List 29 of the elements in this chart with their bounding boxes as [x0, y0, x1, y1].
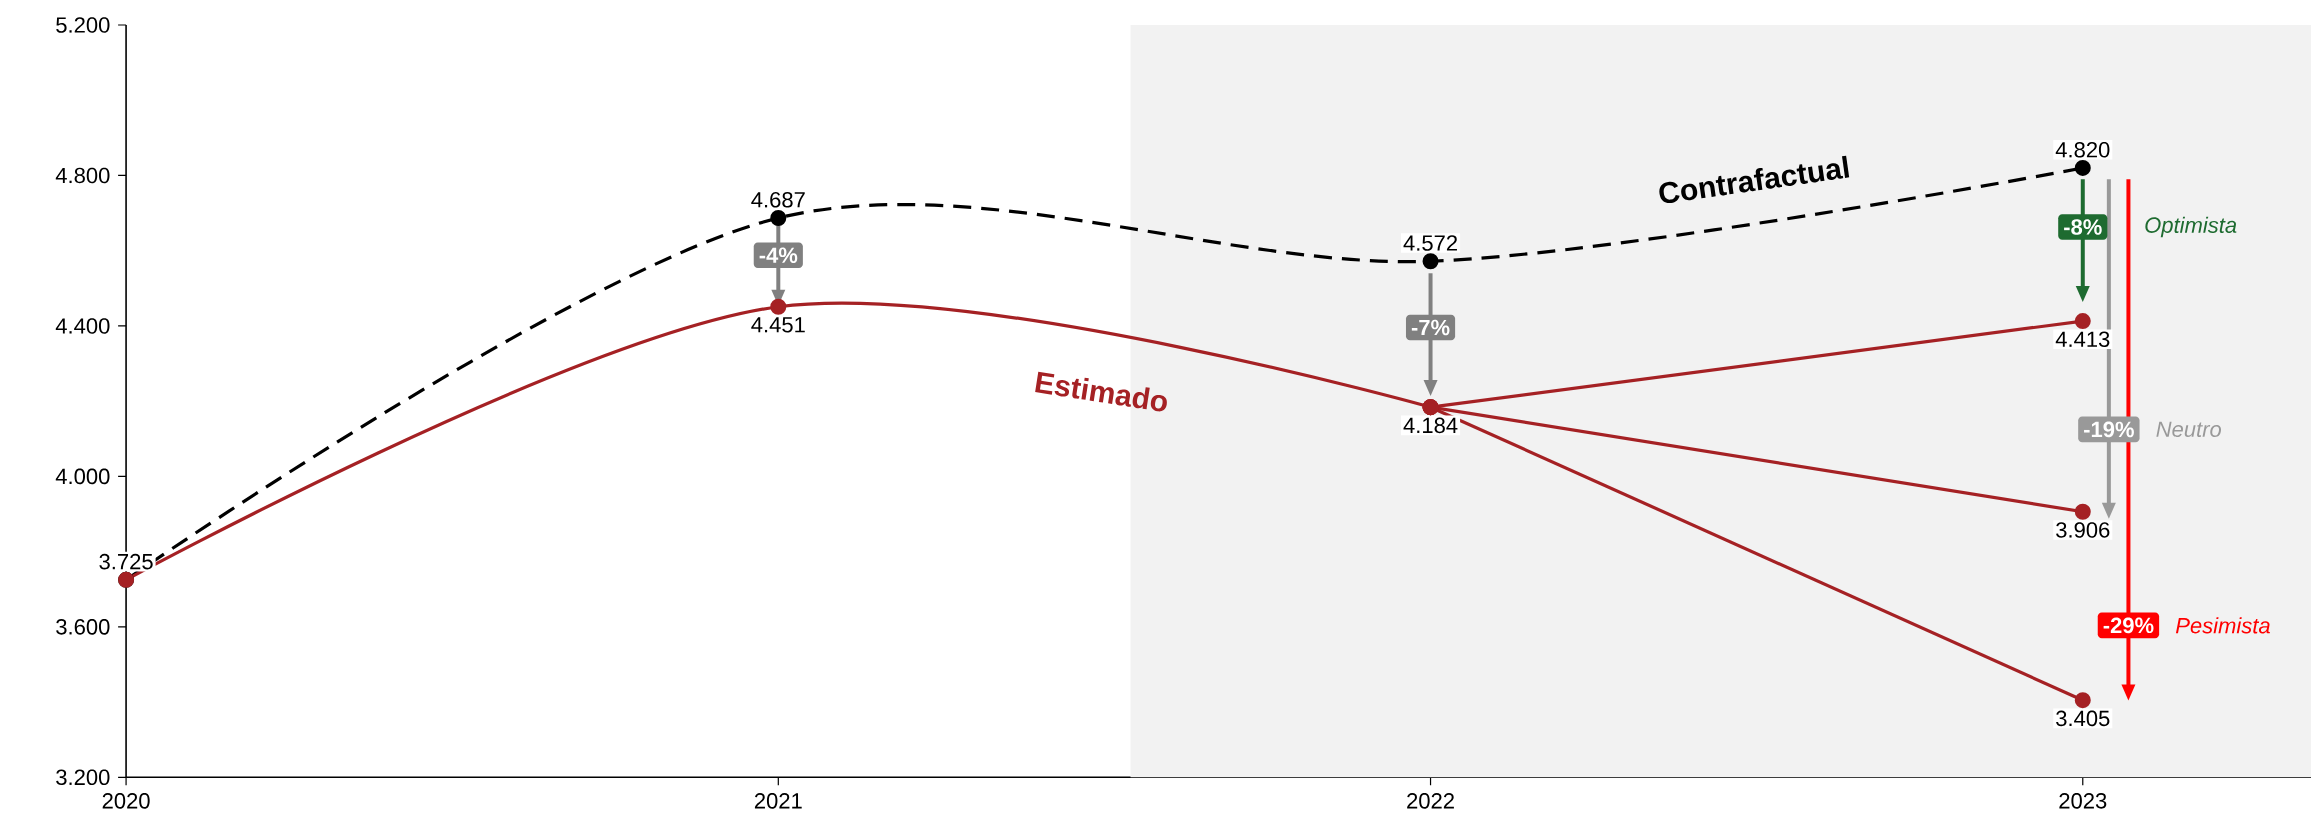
x-tick-label: 2022	[1407, 792, 1454, 809]
y-tick-label: 5.200	[56, 17, 110, 33]
data-label: 4.820	[2055, 141, 2110, 158]
legend-label: Optimista	[2145, 216, 2237, 238]
y-tick-label: 3.200	[56, 769, 110, 785]
x-tick-label: 2021	[754, 792, 802, 809]
data-label: 4.687	[751, 191, 805, 208]
annotation: -7%	[1411, 319, 1450, 336]
data-label: 4.451	[751, 316, 805, 333]
data-label: 3.906	[2056, 521, 2110, 538]
y-tick-label: 4.400	[55, 317, 110, 334]
annotation: -19%	[2084, 421, 2134, 437]
annotation: -4%	[759, 247, 798, 263]
data-label: 4.413	[2055, 331, 2110, 347]
text: Contrafactual	[1659, 155, 1850, 203]
y-tick-label: 4.000	[55, 468, 110, 485]
text: Estimado	[1035, 371, 1167, 412]
y-tick-label: 4.800	[55, 167, 110, 184]
annotation: -29%	[2103, 617, 2154, 633]
data-label: 3.725	[99, 553, 153, 570]
y-tick-label: 3.600	[56, 618, 110, 635]
legend-label: Pesimista	[2175, 617, 2270, 634]
data-label: 4.184	[1403, 417, 1458, 433]
data-label: 3.405	[2056, 710, 2110, 727]
annotation: -8%	[2064, 219, 2102, 235]
legend-label: Neutro	[2156, 421, 2222, 437]
x-tick-label: 2023	[2059, 792, 2107, 809]
x-tick-label: 2020	[102, 792, 150, 809]
data-label: 4.572	[1403, 235, 1457, 251]
